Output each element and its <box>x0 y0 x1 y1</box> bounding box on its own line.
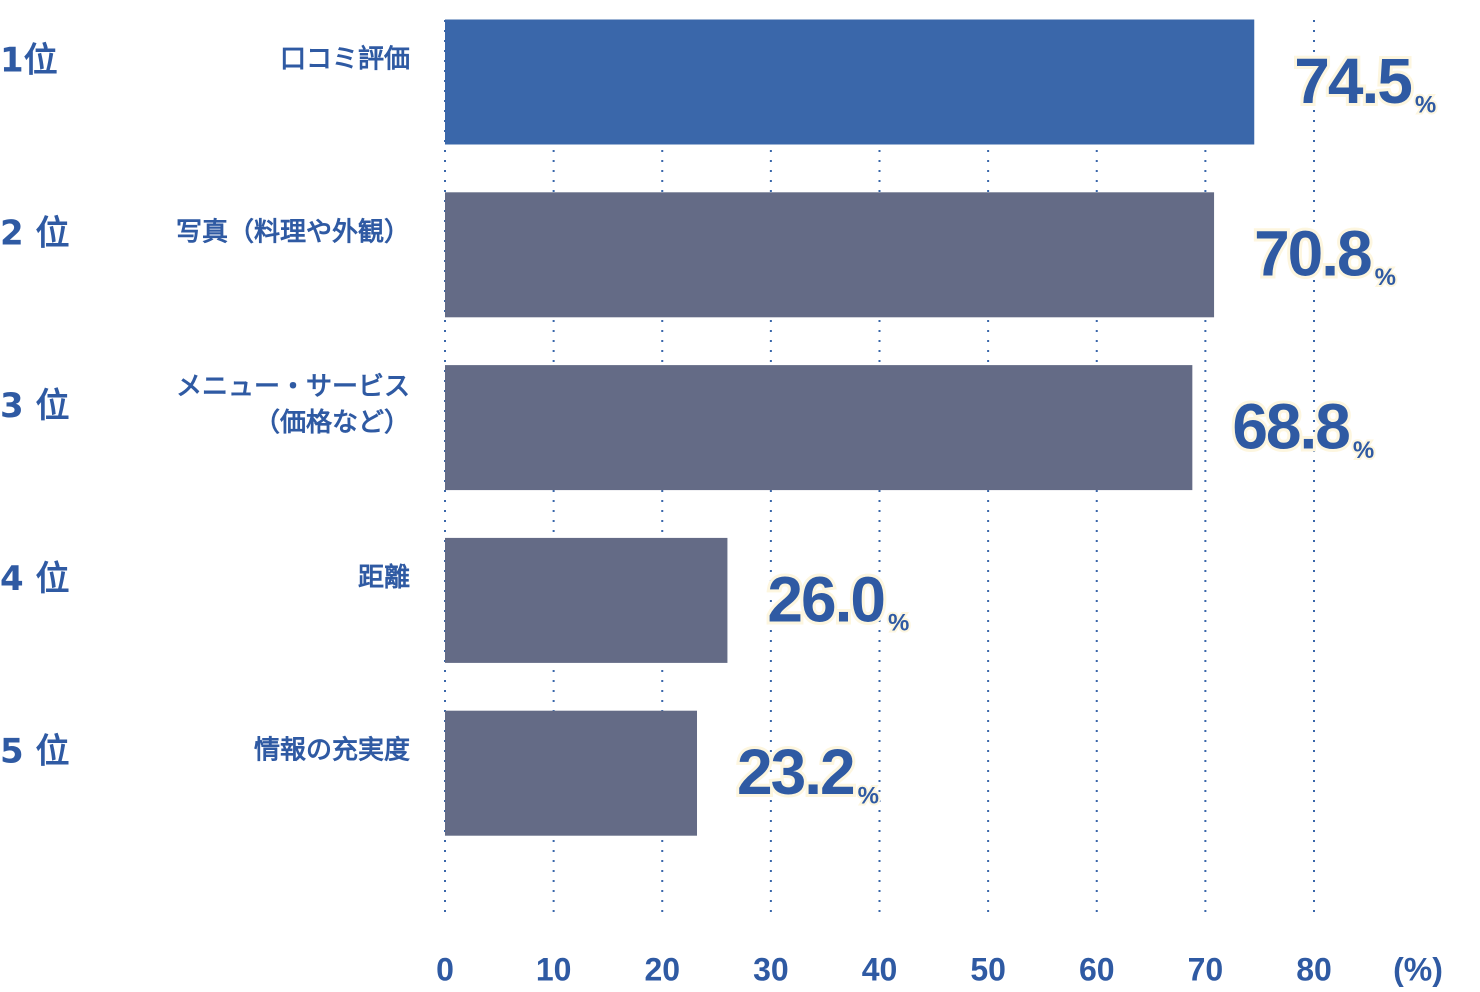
x-tick-label: 60 <box>1079 951 1115 987</box>
value-unit: % <box>858 783 879 810</box>
value-label: 70.8 <box>1254 218 1371 290</box>
bar <box>445 192 1215 318</box>
value-label: 26.0 <box>767 563 884 635</box>
category-label: メニュー・サービス <box>176 372 410 402</box>
rank-label: 2 位 <box>0 213 70 253</box>
value-label: 68.8 <box>1232 391 1349 463</box>
x-tick-label: 50 <box>970 951 1006 987</box>
rank-label: 1位 <box>0 41 58 81</box>
value-label: 74.5 <box>1294 45 1411 117</box>
category-label: 距離 <box>358 562 410 593</box>
value-unit: % <box>1415 91 1436 118</box>
value-unit: % <box>888 610 909 637</box>
bar <box>445 365 1193 491</box>
bar <box>445 710 698 836</box>
category-label: 口コミ評価 <box>280 44 410 75</box>
value-label: 23.2 <box>737 736 854 808</box>
rank-label: 5 位 <box>0 732 70 772</box>
x-tick-label: 0 <box>436 951 454 987</box>
x-tick-label: 80 <box>1296 951 1332 987</box>
bar <box>445 19 1255 145</box>
x-tick-label: 70 <box>1188 951 1224 987</box>
category-label: 情報の充実度 <box>254 735 410 766</box>
category-label: （価格など） <box>254 407 410 438</box>
x-tick-label: 40 <box>862 951 898 987</box>
rank-label: 4 位 <box>0 559 70 599</box>
x-axis-label: (%) <box>1393 951 1443 987</box>
rank-label: 3 位 <box>0 386 70 426</box>
x-tick-label: 10 <box>536 951 572 987</box>
category-label: 写真（料理や外観） <box>176 216 410 247</box>
x-tick-label: 20 <box>644 951 680 987</box>
x-tick-label: 30 <box>753 951 789 987</box>
value-unit: % <box>1353 437 1374 464</box>
bar <box>445 537 728 663</box>
value-unit: % <box>1375 264 1396 291</box>
